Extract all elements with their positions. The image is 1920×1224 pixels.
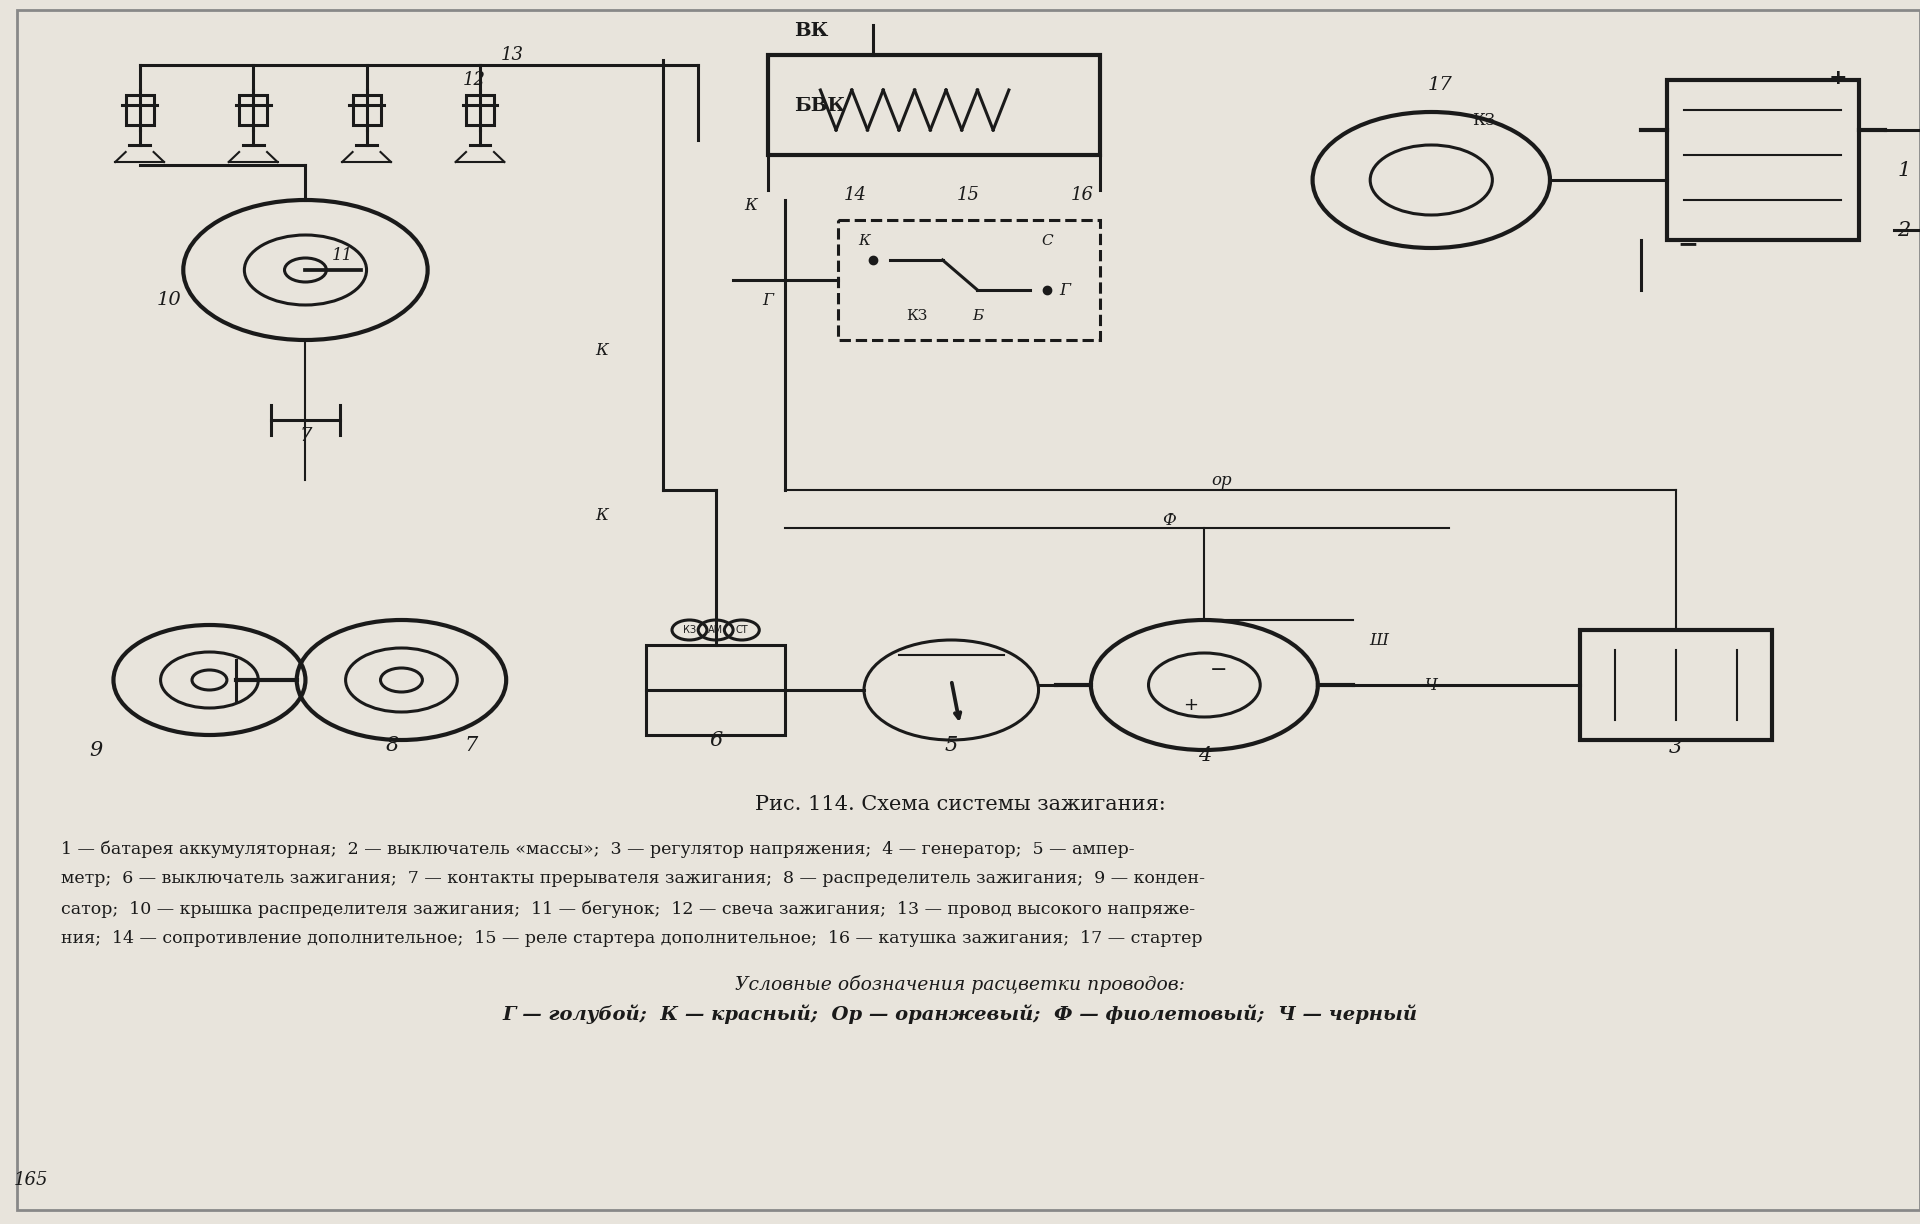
Bar — [353, 95, 380, 125]
Text: Г: Г — [762, 291, 774, 308]
Bar — [645, 645, 785, 734]
Bar — [1580, 630, 1772, 741]
Text: СТ: СТ — [735, 625, 749, 635]
Text: 13: 13 — [501, 47, 524, 64]
Text: 17: 17 — [1428, 76, 1452, 94]
Text: С: С — [1041, 234, 1052, 248]
Text: 1 — батарея аккумуляторная;  2 — выключатель «массы»;  3 — регулятор напряжения;: 1 — батарея аккумуляторная; 2 — выключат… — [61, 840, 1135, 858]
Text: БВК: БВК — [795, 97, 845, 115]
Text: 8: 8 — [386, 736, 399, 755]
Text: +: + — [1828, 69, 1847, 88]
Text: Ш: Ш — [1369, 632, 1388, 649]
Text: 12: 12 — [463, 71, 486, 89]
Text: АМ: АМ — [708, 625, 724, 635]
Text: 1: 1 — [1897, 160, 1910, 180]
Text: К: К — [745, 197, 756, 213]
Text: 6: 6 — [708, 731, 722, 750]
Text: 11: 11 — [332, 246, 353, 263]
Text: 5: 5 — [945, 736, 958, 755]
Text: сатор;  10 — крышка распределителя зажигания;  11 — бегунок;  12 — свеча зажиган: сатор; 10 — крышка распределителя зажига… — [61, 900, 1196, 918]
Text: −: − — [1210, 660, 1227, 681]
Text: Условные обозначения расцветки проводов:: Условные обозначения расцветки проводов: — [735, 976, 1185, 994]
Text: 16: 16 — [1071, 186, 1094, 204]
Text: 7: 7 — [300, 427, 311, 446]
Text: Ф: Ф — [1164, 512, 1177, 529]
Text: К: К — [595, 507, 609, 524]
Text: КЗ: КЗ — [684, 625, 697, 635]
Text: метр;  6 — выключатель зажигания;  7 — контакты прерывателя зажигания;  8 — расп: метр; 6 — выключатель зажигания; 7 — кон… — [61, 870, 1206, 887]
Bar — [768, 55, 1100, 155]
Bar — [240, 95, 267, 125]
Text: 165: 165 — [13, 1171, 48, 1189]
Text: 14: 14 — [843, 186, 866, 204]
Text: +: + — [1183, 696, 1198, 714]
Text: 9: 9 — [90, 741, 102, 760]
Text: ВК: ВК — [795, 22, 829, 40]
Text: 3: 3 — [1668, 738, 1682, 756]
Text: КЗ: КЗ — [906, 308, 927, 323]
Text: Г — голубой;  К — красный;  Ор — оранжевый;  Ф — фиолетовый;  Ч — черный: Г — голубой; К — красный; Ор — оранжевый… — [503, 1005, 1417, 1024]
Bar — [125, 95, 154, 125]
Bar — [837, 220, 1100, 340]
Text: Г: Г — [1060, 282, 1069, 299]
Bar — [467, 95, 493, 125]
Text: Ч: Ч — [1425, 677, 1438, 694]
Text: 10: 10 — [157, 291, 182, 308]
Text: 15: 15 — [958, 186, 981, 204]
Text: −: − — [1678, 233, 1699, 256]
Text: К: К — [595, 341, 609, 359]
Bar — [1667, 80, 1859, 240]
Text: 7: 7 — [465, 736, 478, 755]
Text: Б: Б — [972, 308, 983, 323]
Text: К: К — [858, 234, 870, 248]
Text: ор: ор — [1212, 471, 1233, 488]
Text: 2: 2 — [1897, 220, 1910, 240]
Text: 4: 4 — [1198, 745, 1212, 765]
Text: КЗ: КЗ — [1473, 113, 1496, 129]
Text: ния;  14 — сопротивление дополнительное;  15 — реле стартера дополнительное;  16: ния; 14 — сопротивление дополнительное; … — [61, 930, 1202, 947]
Text: Рис. 114. Схема системы зажигания:: Рис. 114. Схема системы зажигания: — [755, 796, 1165, 814]
